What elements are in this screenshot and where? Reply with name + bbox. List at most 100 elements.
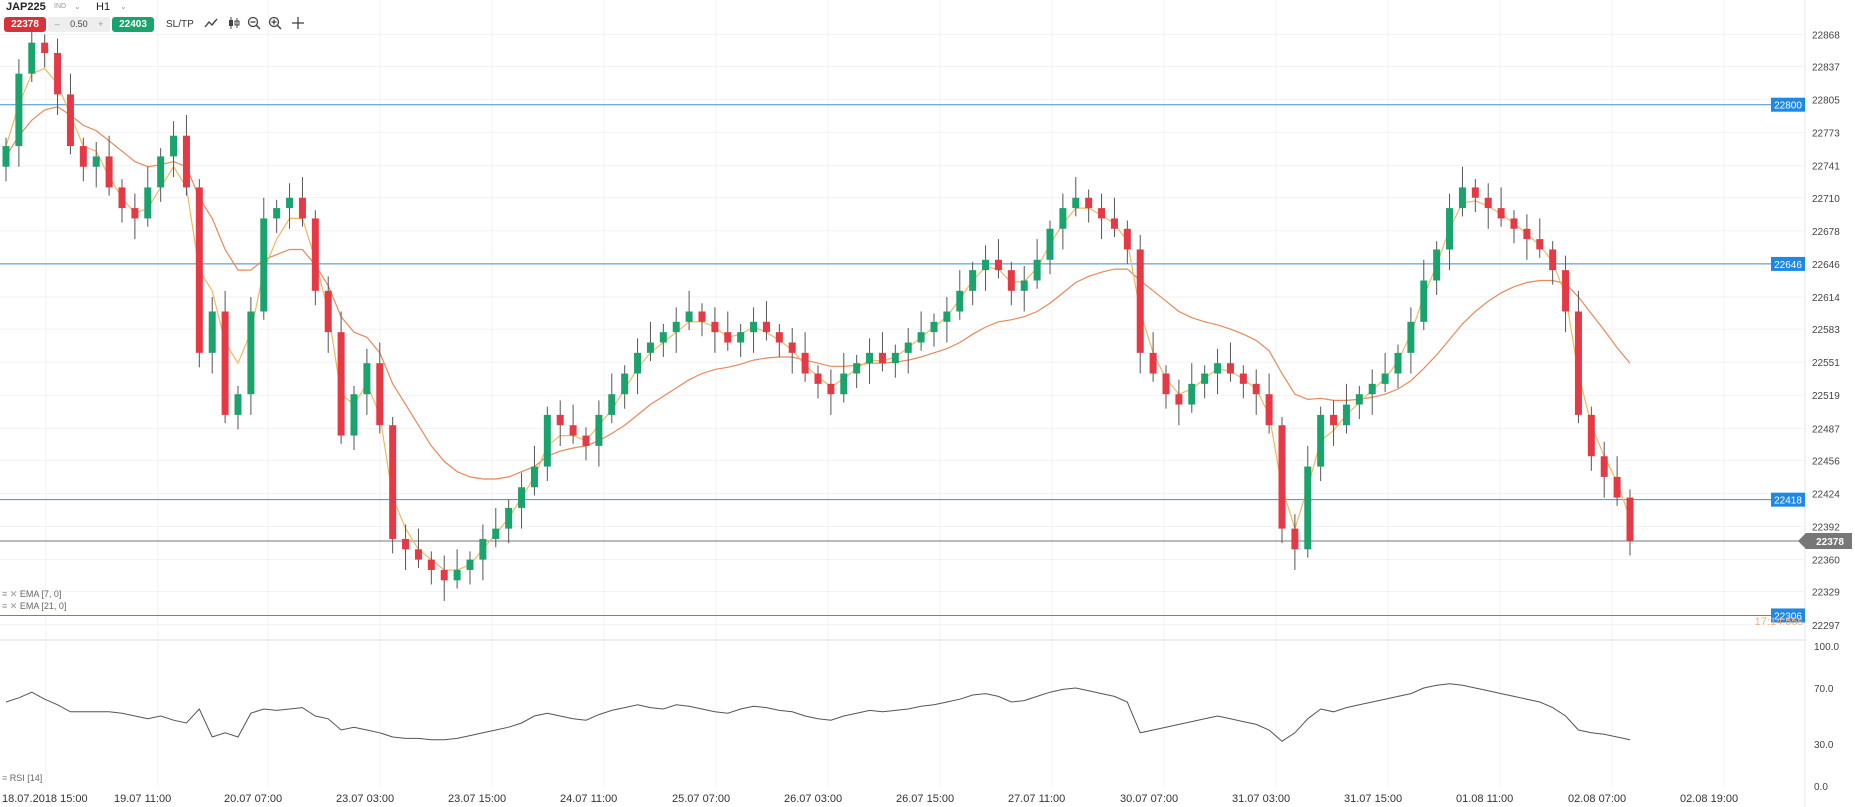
candle-body bbox=[105, 156, 113, 188]
candle-body bbox=[969, 270, 977, 291]
chart-grid bbox=[0, 0, 1806, 807]
price-tick-label: 22551 bbox=[1812, 358, 1840, 369]
candle-body bbox=[1446, 208, 1454, 250]
candle-body bbox=[311, 218, 319, 291]
candle-body bbox=[1098, 208, 1106, 219]
last-price-tag bbox=[1798, 533, 1852, 550]
quantity-stepper[interactable]: – 0.50 + bbox=[48, 17, 110, 32]
candle-body bbox=[440, 569, 448, 581]
rsi-panel: 100.0 70.0 30.0 0.0 bbox=[5, 642, 1839, 793]
sell-button[interactable]: 22378 bbox=[4, 17, 46, 32]
price-tick-label: 22614 bbox=[1812, 293, 1840, 304]
candle-body bbox=[1433, 249, 1441, 281]
candle-body bbox=[788, 342, 796, 353]
price-tick-label: 22646 bbox=[1812, 260, 1840, 271]
candle-body bbox=[427, 559, 435, 570]
candle-body bbox=[1291, 528, 1299, 550]
candle-body bbox=[698, 311, 706, 322]
candle-body bbox=[1072, 197, 1080, 209]
line-chart-icon[interactable] bbox=[203, 16, 219, 32]
candle-body bbox=[853, 363, 861, 374]
price-tick-label: 22519 bbox=[1812, 391, 1840, 402]
time-tick-label: 27.07 11:00 bbox=[1008, 793, 1065, 805]
rsi-line bbox=[5, 683, 1631, 742]
candle-body bbox=[144, 187, 152, 219]
sltp-button[interactable]: SL/TP bbox=[166, 19, 194, 30]
candle-body bbox=[1420, 280, 1428, 322]
drag-handle-icon[interactable]: ≡ bbox=[2, 589, 8, 599]
rsi-legend[interactable]: ≡ RSI [14] bbox=[2, 773, 42, 783]
candle-body bbox=[414, 549, 422, 560]
price-tick-label: 22773 bbox=[1812, 129, 1840, 140]
candle-body bbox=[634, 352, 642, 374]
candle-body bbox=[775, 332, 783, 343]
candle-body bbox=[479, 538, 487, 560]
candle-body bbox=[724, 332, 732, 343]
zoom-out-icon[interactable] bbox=[246, 16, 262, 32]
plus-icon[interactable]: + bbox=[98, 19, 104, 29]
remove-icon[interactable]: ✕ bbox=[9, 589, 18, 599]
candle-body bbox=[363, 363, 371, 395]
timeframe-dropdown-icon[interactable]: ⌄ bbox=[120, 2, 127, 11]
remove-icon[interactable]: ✕ bbox=[9, 601, 18, 611]
ema7-legend[interactable]: ≡ ✕ EMA [7, 0] bbox=[2, 589, 61, 600]
candle-body bbox=[453, 569, 461, 581]
candle-body bbox=[92, 156, 100, 167]
crosshair-icon[interactable] bbox=[290, 16, 306, 32]
candle-body bbox=[41, 42, 49, 54]
candle-body bbox=[801, 352, 809, 374]
candle-body bbox=[221, 311, 229, 415]
time-tick-label: 23.07 15:00 bbox=[448, 793, 506, 805]
candle-body bbox=[389, 425, 397, 539]
candle-body bbox=[1600, 456, 1608, 477]
candle-body bbox=[1201, 373, 1209, 384]
time-tick-label: 02.08 19:00 bbox=[1680, 793, 1738, 805]
candle-body bbox=[2, 146, 10, 167]
minus-icon[interactable]: – bbox=[54, 19, 60, 29]
candle-body bbox=[1458, 187, 1466, 209]
candle-body bbox=[1381, 373, 1389, 384]
rsi-tick-label: 70.0 bbox=[1814, 684, 1834, 695]
rsi-tick-label: 30.0 bbox=[1814, 740, 1834, 751]
candle-body bbox=[182, 135, 190, 188]
price-tick-label: 22456 bbox=[1812, 456, 1840, 467]
candle-body bbox=[1317, 414, 1325, 467]
ema7-label: EMA [7, 0] bbox=[19, 589, 62, 599]
candles-icon[interactable] bbox=[226, 16, 242, 32]
symbol-name[interactable]: JAP225 bbox=[6, 1, 46, 13]
ema21-legend[interactable]: ≡ ✕ EMA [21, 0] bbox=[2, 601, 66, 612]
price-tick-label: 22360 bbox=[1812, 556, 1840, 567]
candlestick-series bbox=[2, 22, 1634, 601]
candle-body bbox=[1304, 466, 1312, 550]
candle-body bbox=[1007, 270, 1015, 291]
candle-body bbox=[672, 321, 680, 333]
candle-body bbox=[1162, 373, 1170, 395]
price-tick-label: 22710 bbox=[1812, 194, 1840, 205]
candle-body bbox=[917, 332, 925, 343]
price-tick-label: 22329 bbox=[1812, 588, 1840, 599]
zoom-in-icon[interactable] bbox=[267, 16, 283, 32]
symbol-dropdown-icon[interactable]: ⌄ bbox=[74, 2, 81, 11]
candle-body bbox=[1059, 208, 1067, 229]
drag-handle-icon[interactable]: ≡ bbox=[2, 773, 8, 783]
time-tick-label: 26.07 15:00 bbox=[896, 793, 954, 805]
candle-body bbox=[1574, 311, 1582, 415]
candle-body bbox=[157, 156, 165, 188]
candle-body bbox=[1046, 228, 1054, 260]
candle-body bbox=[1510, 218, 1518, 229]
candle-body bbox=[518, 487, 526, 508]
candle-body bbox=[646, 342, 654, 353]
price-tick-label: 22837 bbox=[1812, 62, 1840, 73]
drag-handle-icon[interactable]: ≡ bbox=[2, 601, 8, 611]
buy-button[interactable]: 22403 bbox=[112, 17, 154, 32]
candle-body bbox=[350, 394, 358, 436]
candle-body bbox=[737, 332, 745, 343]
timeframe-selector[interactable]: H1 bbox=[96, 1, 111, 13]
candle-body bbox=[247, 311, 255, 395]
candle-body bbox=[762, 321, 770, 333]
candle-body bbox=[1562, 270, 1570, 312]
candle-body bbox=[866, 352, 874, 364]
candle-body bbox=[621, 373, 629, 395]
candle-body bbox=[827, 383, 835, 395]
